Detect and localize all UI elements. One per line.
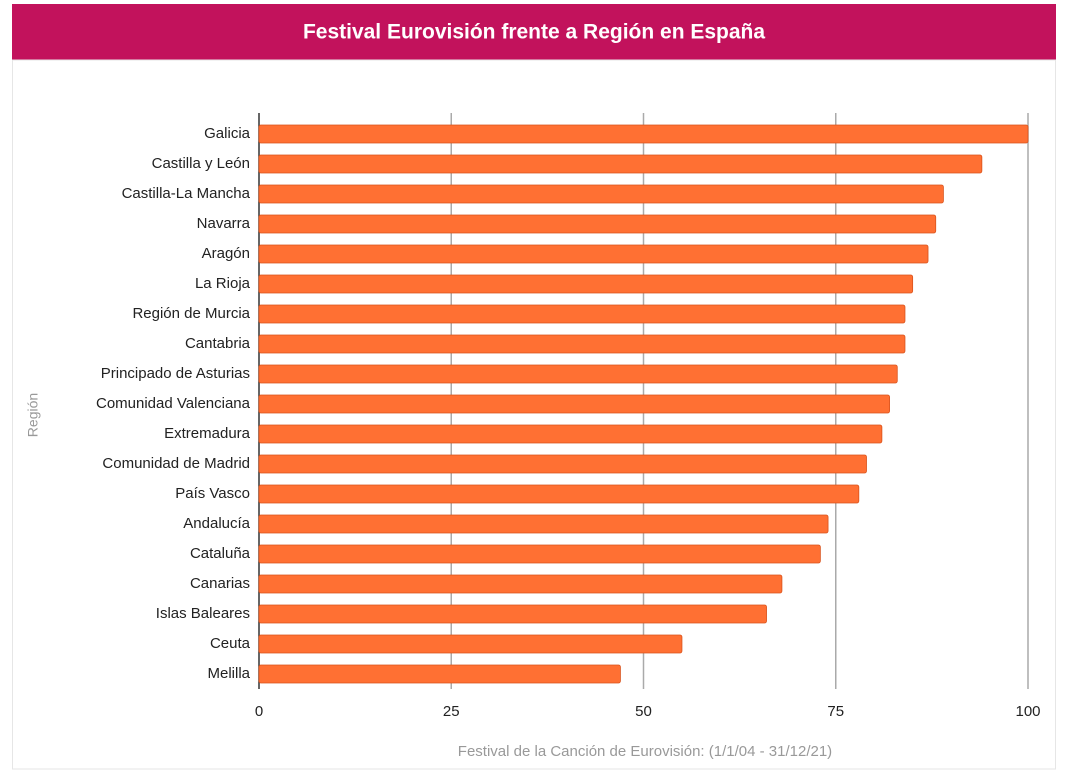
y-tick-label: País Vasco bbox=[175, 485, 250, 502]
header-bar bbox=[12, 4, 1056, 60]
x-tick-label: 100 bbox=[1015, 703, 1040, 720]
bar bbox=[258, 244, 929, 264]
y-tick-label: Castilla y León bbox=[152, 155, 250, 172]
chart-title: Festival Eurovisión frente a Región en E… bbox=[303, 21, 765, 44]
y-tick-label: Cataluña bbox=[190, 545, 251, 562]
y-tick-label: Galicia bbox=[204, 125, 251, 142]
y-tick-label: Andalucía bbox=[183, 515, 250, 532]
bar bbox=[258, 214, 937, 234]
y-tick-label: Extremadura bbox=[164, 425, 251, 442]
bar bbox=[258, 604, 767, 624]
y-tick-label: Ceuta bbox=[210, 635, 251, 652]
y-tick-label: Castilla-La Mancha bbox=[122, 185, 251, 202]
y-tick-label: Comunidad Valenciana bbox=[96, 395, 251, 412]
y-tick-label: Melilla bbox=[207, 665, 250, 682]
bar bbox=[258, 574, 783, 594]
x-tick-label: 75 bbox=[827, 703, 844, 720]
bar bbox=[258, 274, 914, 294]
y-tick-label: Islas Baleares bbox=[156, 605, 250, 622]
y-tick-label: Canarias bbox=[190, 575, 250, 592]
y-tick-label: Aragón bbox=[202, 245, 250, 262]
bar bbox=[258, 394, 890, 414]
x-tick-label: 50 bbox=[635, 703, 652, 720]
bar bbox=[258, 154, 983, 174]
bar bbox=[258, 514, 829, 534]
bar bbox=[258, 304, 906, 324]
x-tick-label: 25 bbox=[443, 703, 460, 720]
x-tick-label: 0 bbox=[255, 703, 263, 720]
bar bbox=[258, 364, 898, 384]
bar bbox=[258, 484, 860, 504]
y-tick-label: Región de Murcia bbox=[132, 305, 250, 322]
bar bbox=[258, 634, 683, 654]
bar bbox=[258, 184, 944, 204]
bar bbox=[258, 664, 621, 684]
y-tick-label: Comunidad de Madrid bbox=[102, 455, 250, 472]
y-tick-label: Principado de Asturias bbox=[101, 365, 250, 382]
bar bbox=[258, 424, 883, 444]
y-tick-label: Navarra bbox=[197, 215, 251, 232]
y-tick-label: La Rioja bbox=[195, 275, 251, 292]
bar bbox=[258, 334, 906, 354]
y-tick-label: Cantabria bbox=[185, 335, 251, 352]
x-axis-label: Festival de la Canción de Eurovisión: (1… bbox=[458, 743, 832, 760]
chart-frame bbox=[12, 59, 1056, 770]
bar bbox=[258, 544, 821, 564]
bar bbox=[258, 454, 867, 474]
y-axis-label: Región bbox=[25, 393, 41, 437]
bar bbox=[258, 124, 1029, 144]
